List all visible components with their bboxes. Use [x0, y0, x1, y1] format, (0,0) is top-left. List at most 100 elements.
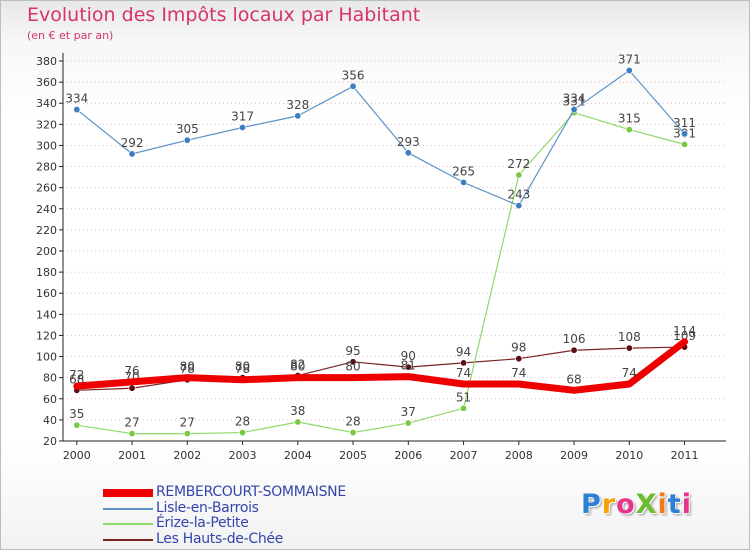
- data-point: [515, 355, 523, 363]
- y-tick-label: 260: [36, 182, 57, 195]
- x-tick-label: 2005: [339, 449, 367, 462]
- data-point: [625, 344, 633, 352]
- y-tick-label: 200: [36, 245, 57, 258]
- y-tick-label: 160: [36, 287, 57, 300]
- data-label: 37: [401, 405, 416, 419]
- data-point: [515, 171, 523, 179]
- chart-subtitle: (en € et par an): [27, 29, 114, 42]
- y-tick-label: 320: [36, 118, 57, 131]
- data-point: [460, 178, 468, 186]
- y-tick-label: 240: [36, 203, 57, 216]
- data-label: 356: [342, 68, 365, 82]
- data-label: 293: [397, 135, 420, 149]
- data-label: 80: [345, 360, 360, 374]
- data-label: 74: [622, 366, 637, 380]
- data-point: [625, 126, 633, 134]
- x-tick-label: 2003: [229, 449, 257, 462]
- data-label: 371: [618, 53, 641, 67]
- legend-swatch: [103, 507, 153, 510]
- data-label: 27: [124, 416, 139, 430]
- data-point: [239, 429, 247, 437]
- data-point: [294, 112, 302, 120]
- y-tick-label: 360: [36, 76, 57, 89]
- data-label: 95: [345, 344, 360, 358]
- data-point: [681, 140, 689, 148]
- data-label: 81: [401, 359, 416, 373]
- series-lisle-en-barrois: 334 292 305 317 328 356 293 265 243 334 371 311: [65, 53, 696, 210]
- legend-swatch: [103, 489, 153, 497]
- data-label: 292: [121, 136, 144, 150]
- data-point: [128, 430, 136, 438]
- data-label: 109: [673, 329, 696, 343]
- legend-label: REMBERCOURT-SOMMAISNE: [156, 484, 346, 500]
- legend-label: Les Hauts-de-Chée: [156, 530, 284, 547]
- data-point: [625, 67, 633, 75]
- data-point: [681, 130, 689, 138]
- data-label: 243: [507, 188, 530, 202]
- data-label: 328: [286, 98, 309, 112]
- data-point: [349, 358, 357, 366]
- data-label: 114: [673, 324, 696, 338]
- data-label: 265: [452, 164, 475, 178]
- data-point: [73, 421, 81, 429]
- data-label: 272: [507, 157, 530, 171]
- x-tick-label: 2004: [284, 449, 312, 462]
- y-tick-label: 40: [43, 414, 57, 427]
- x-tick-label: 2000: [63, 449, 91, 462]
- data-label: 27: [180, 416, 195, 430]
- y-tick-label: 120: [36, 329, 57, 342]
- series-line: [76, 112, 686, 435]
- data-label: 334: [563, 92, 586, 106]
- data-point: [460, 404, 468, 412]
- x-tick-label: 2007: [450, 449, 478, 462]
- data-label: 28: [345, 415, 360, 429]
- data-label: 82: [290, 358, 305, 372]
- data-label: 334: [65, 92, 88, 106]
- data-point: [570, 346, 578, 354]
- data-label: 35: [69, 407, 84, 421]
- y-tick-label: 340: [36, 97, 57, 110]
- data-label: 305: [176, 122, 199, 136]
- data-label: 76: [124, 364, 139, 378]
- x-tick-label: 2009: [560, 449, 588, 462]
- x-tick-label: 2011: [671, 449, 699, 462]
- data-label: 98: [511, 341, 526, 355]
- y-tick-label: 280: [36, 161, 57, 174]
- legend-swatch: [103, 523, 153, 525]
- data-label: 90: [401, 349, 416, 363]
- data-point: [349, 429, 357, 437]
- y-tick-label: 180: [36, 266, 57, 279]
- series-line: [73, 338, 689, 394]
- data-label: 68: [566, 372, 581, 386]
- data-label: 311: [673, 116, 696, 130]
- y-tick-label: 80: [43, 372, 57, 385]
- data-label: 80: [180, 360, 195, 374]
- data-point: [73, 106, 81, 114]
- y-tick-label: 20: [43, 435, 57, 448]
- data-label: 315: [618, 112, 641, 126]
- data-label: 78: [235, 362, 250, 376]
- data-point: [349, 82, 357, 90]
- x-tick-label: 2006: [394, 449, 422, 462]
- data-label: 317: [231, 110, 254, 124]
- x-tick-label: 2010: [615, 449, 643, 462]
- data-label: 72: [69, 368, 84, 382]
- data-label: 108: [618, 330, 641, 344]
- y-tick-label: 380: [36, 55, 57, 68]
- data-label: 74: [456, 366, 471, 380]
- data-label: 28: [235, 415, 250, 429]
- data-point: [404, 419, 412, 427]
- data-point: [128, 384, 136, 392]
- y-tick-label: 300: [36, 139, 57, 152]
- x-tick-label: 2008: [505, 449, 533, 462]
- y-tick-label: 140: [36, 308, 57, 321]
- data-label: 51: [456, 390, 471, 404]
- legend-label: Lisle-en-Barrois: [156, 499, 259, 516]
- data-point: [404, 149, 412, 157]
- legend-label: Érize-la-Petite: [156, 515, 249, 531]
- data-label: 94: [456, 345, 471, 359]
- data-point: [515, 202, 523, 210]
